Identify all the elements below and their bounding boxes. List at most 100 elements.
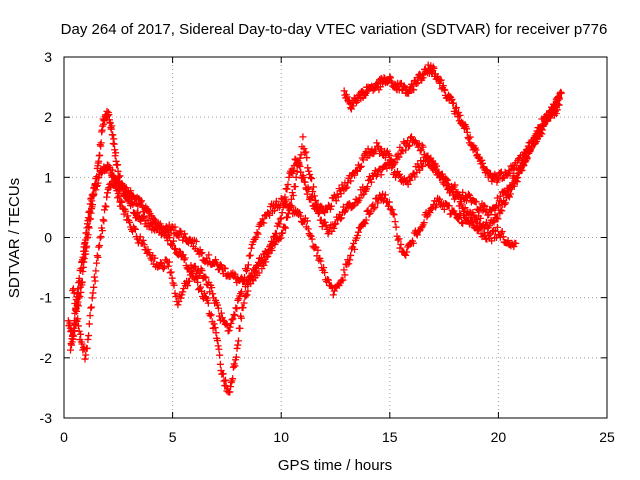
data-point	[102, 203, 110, 211]
data-point	[221, 265, 229, 273]
data-point	[271, 241, 279, 249]
data-point	[557, 89, 565, 97]
data-point	[227, 378, 235, 386]
data-point	[246, 251, 254, 259]
data-point	[520, 161, 528, 169]
data-point	[413, 80, 421, 88]
data-point	[216, 360, 224, 368]
data-point	[171, 289, 179, 297]
data-point	[78, 340, 86, 348]
data-point	[472, 146, 480, 154]
data-point	[405, 142, 413, 150]
data-point	[69, 285, 77, 293]
data-point	[95, 241, 103, 249]
data-point	[241, 274, 249, 282]
data-point	[233, 305, 241, 313]
data-point	[83, 344, 91, 352]
data-point	[124, 212, 132, 220]
data-point	[205, 251, 213, 259]
data-point	[370, 205, 378, 213]
data-point	[317, 202, 325, 210]
data-point	[93, 259, 101, 267]
data-point	[87, 304, 95, 312]
data-point	[392, 223, 400, 231]
y-tick-label: -2	[40, 350, 53, 366]
y-tick-label: 0	[44, 230, 52, 246]
data-point	[304, 225, 312, 233]
data-point	[305, 167, 313, 175]
data-point	[86, 312, 94, 320]
data-point	[434, 168, 442, 176]
data-point	[455, 215, 463, 223]
data-point	[200, 289, 208, 297]
data-point	[485, 210, 493, 218]
plot-frame	[63, 56, 608, 419]
data-point	[296, 209, 304, 217]
data-point	[96, 234, 104, 242]
data-point	[540, 121, 548, 129]
data-point	[341, 271, 349, 279]
data-point	[251, 267, 259, 275]
data-point	[430, 64, 438, 72]
data-point	[91, 277, 99, 285]
data-point	[219, 370, 227, 378]
data-point	[115, 192, 123, 200]
data-point	[449, 188, 457, 196]
data-point	[391, 218, 399, 226]
data-point	[112, 149, 120, 157]
data-point	[170, 237, 178, 245]
data-point	[220, 377, 228, 385]
data-point	[227, 383, 235, 391]
data-point	[294, 161, 302, 169]
data-point	[136, 233, 144, 241]
data-point	[292, 173, 300, 181]
data-point	[231, 311, 239, 319]
data-point	[118, 198, 126, 206]
data-point	[513, 178, 521, 186]
data-point	[448, 182, 456, 190]
data-point	[96, 151, 104, 159]
data-point	[77, 264, 85, 272]
data-point	[529, 138, 537, 146]
data-point	[458, 219, 466, 227]
data-point	[240, 299, 248, 307]
data-point	[214, 342, 222, 350]
data-point	[100, 217, 108, 225]
data-point	[162, 227, 170, 235]
data-point	[207, 311, 215, 319]
series-track-c	[69, 171, 520, 363]
data-point	[113, 175, 121, 183]
data-point	[99, 216, 107, 224]
data-point	[159, 264, 167, 272]
data-point	[416, 147, 424, 155]
data-point	[289, 191, 297, 199]
data-point	[67, 341, 75, 349]
data-point	[192, 237, 200, 245]
data-point	[247, 244, 255, 252]
data-point	[342, 205, 350, 213]
data-point	[293, 167, 301, 175]
data-point	[82, 351, 90, 359]
data-point	[114, 167, 122, 175]
data-point	[416, 166, 424, 174]
data-point	[122, 184, 130, 192]
data-point	[180, 256, 188, 264]
data-point	[557, 88, 565, 96]
data-point	[374, 199, 382, 207]
data-point	[297, 212, 305, 220]
y-tick-label: 2	[44, 109, 52, 125]
data-point	[356, 163, 364, 171]
data-point	[270, 239, 278, 247]
data-point	[171, 223, 179, 231]
data-point	[478, 156, 486, 164]
data-point	[477, 214, 485, 222]
data-point	[481, 202, 489, 210]
data-point	[304, 184, 312, 192]
data-point	[166, 234, 174, 242]
data-point	[243, 280, 251, 288]
data-point	[144, 246, 152, 254]
data-point	[268, 246, 276, 254]
x-tick-label: 20	[491, 429, 507, 445]
data-point	[103, 193, 111, 201]
data-point	[264, 250, 272, 258]
